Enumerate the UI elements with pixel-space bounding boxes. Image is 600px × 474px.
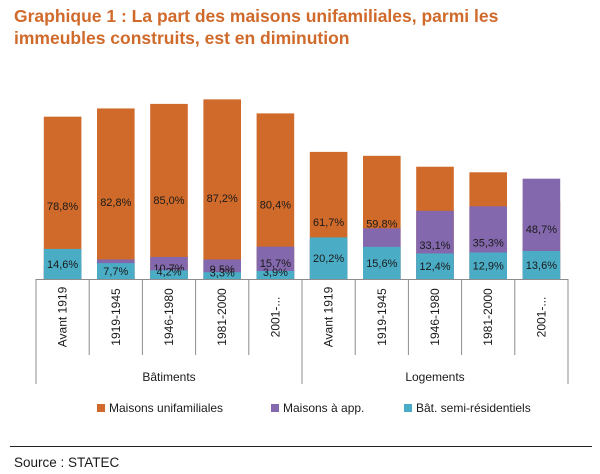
category-tick-label: 1946-1980 [428,288,442,346]
bar-segment-unifamiliales [97,108,135,280]
category-tick-label: 1919-1945 [109,288,123,346]
legend-label-appartements: Maisons à app. [283,401,364,415]
group-label-logements: Logements [405,370,464,384]
stacked-bar-chart: 78,8%6,6%14,6%82,8%9,5%7,7%85,0%10,7%4,2… [35,99,569,415]
category-tick-label: 1919-1945 [375,288,389,346]
data-label-appartements: 35,3% [473,238,504,250]
category-tick-label: Avant 1919 [322,286,336,347]
category-tick-label: 2001-... [534,297,548,338]
data-label-unifamiliales: 85,0% [153,195,184,207]
category-tick-label: 2001-... [268,297,282,338]
data-label-semi-residentiels: 3,3% [210,268,235,280]
data-label-unifamiliales: 59,8% [366,219,397,231]
data-label-appartements: 15,7% [260,258,291,270]
data-label-semi-residentiels: 7,7% [103,266,128,278]
legend-swatch-semi-residentiels [404,404,412,412]
data-label-semi-residentiels: 20,2% [313,253,344,265]
legend-label-semi-residentiels: Bât. semi-résidentiels [416,401,531,415]
data-label-unifamiliales: 78,8% [47,201,78,213]
data-label-unifamiliales: 82,8% [100,197,131,209]
bar-segment-semi-residentiels [256,270,295,279]
legend: Maisons unifamiliales Maisons à app. Bât. … [97,401,531,415]
legend-swatch-unifamiliales [97,404,105,412]
category-tick-label: 1981-2000 [215,288,229,346]
data-label-unifamiliales: 87,2% [207,193,238,205]
bar-segment-unifamiliales [203,99,241,280]
bar-segment-semi-residentiels [416,253,454,279]
source-note: Source : STATEC [14,455,120,470]
data-label-semi-residentiels: 12,4% [419,261,450,273]
bar-segment-semi-residentiels [309,237,348,279]
bars-layer: 78,8%6,6%14,6%82,8%9,5%7,7%85,0%10,7%4,2… [43,99,561,280]
bar-segment-semi-residentiels [522,250,561,279]
group-label-batiments: Bâtiments [142,370,195,384]
category-axis: Avant 1919 1919-1945 1946-1980 1981-2000 200… [35,279,569,384]
category-tick-label: 1946-1980 [162,288,176,346]
bar-segment-semi-residentiels [97,263,135,279]
data-label-appartements: 33,1% [419,240,450,252]
data-label-semi-residentiels: 13,6% [526,260,557,272]
data-label-semi-residentiels: 14,6% [47,259,78,271]
bar-segment-unifamiliales [150,103,188,280]
category-tick-label: 1981-2000 [481,288,495,346]
source-divider [10,446,592,447]
bar-segment-semi-residentiels [469,252,507,279]
data-label-semi-residentiels: 15,6% [366,258,397,270]
data-label-semi-residentiels: 3,9% [263,267,288,279]
data-label-appartements: 48,7% [526,224,557,236]
category-tick-label: Avant 1919 [56,286,70,347]
bar-segment-semi-residentiels [363,246,401,279]
bar-segment-semi-residentiels [150,270,188,279]
bar-segment-semi-residentiels [43,248,82,279]
legend-label-unifamiliales: Maisons unifamiliales [109,401,223,415]
data-label-semi-residentiels: 4,2% [156,267,181,279]
legend-swatch-appartements [271,404,279,412]
bar-segment-semi-residentiels [203,272,241,279]
data-label-unifamiliales: 61,7% [313,217,344,229]
chart-title: Graphique 1 : La part des maisons unifam… [14,6,499,48]
data-label-semi-residentiels: 12,9% [473,261,504,273]
data-label-unifamiliales: 80,4% [260,199,291,211]
